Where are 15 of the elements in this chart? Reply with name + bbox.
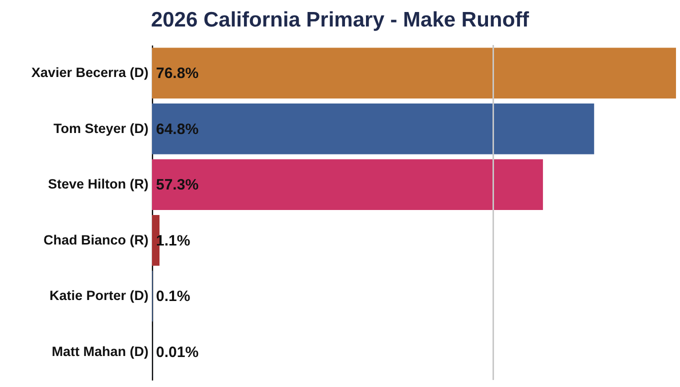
bar — [152, 159, 543, 210]
data-label: 57.3% — [156, 176, 199, 194]
data-label: 0.01% — [156, 344, 199, 361]
y-tick-label: Chad Bianco (R) — [43, 232, 148, 248]
y-tick-label: Steve Hilton (R) — [48, 176, 148, 192]
data-label: 64.8% — [156, 120, 199, 138]
data-label: 0.1% — [156, 288, 190, 306]
data-label: 76.8% — [156, 65, 199, 82]
y-tick-label: Matt Mahan (D) — [52, 344, 148, 359]
y-tick-label: Tom Steyer (D) — [53, 120, 148, 136]
bar — [152, 104, 594, 154]
bar — [152, 48, 676, 99]
y-tick-label: Katie Porter (D) — [49, 288, 148, 304]
y-tick-label: Xavier Becerra (D) — [31, 65, 148, 80]
chart-title: 2026 California Primary - Make Runoff — [150, 8, 530, 32]
